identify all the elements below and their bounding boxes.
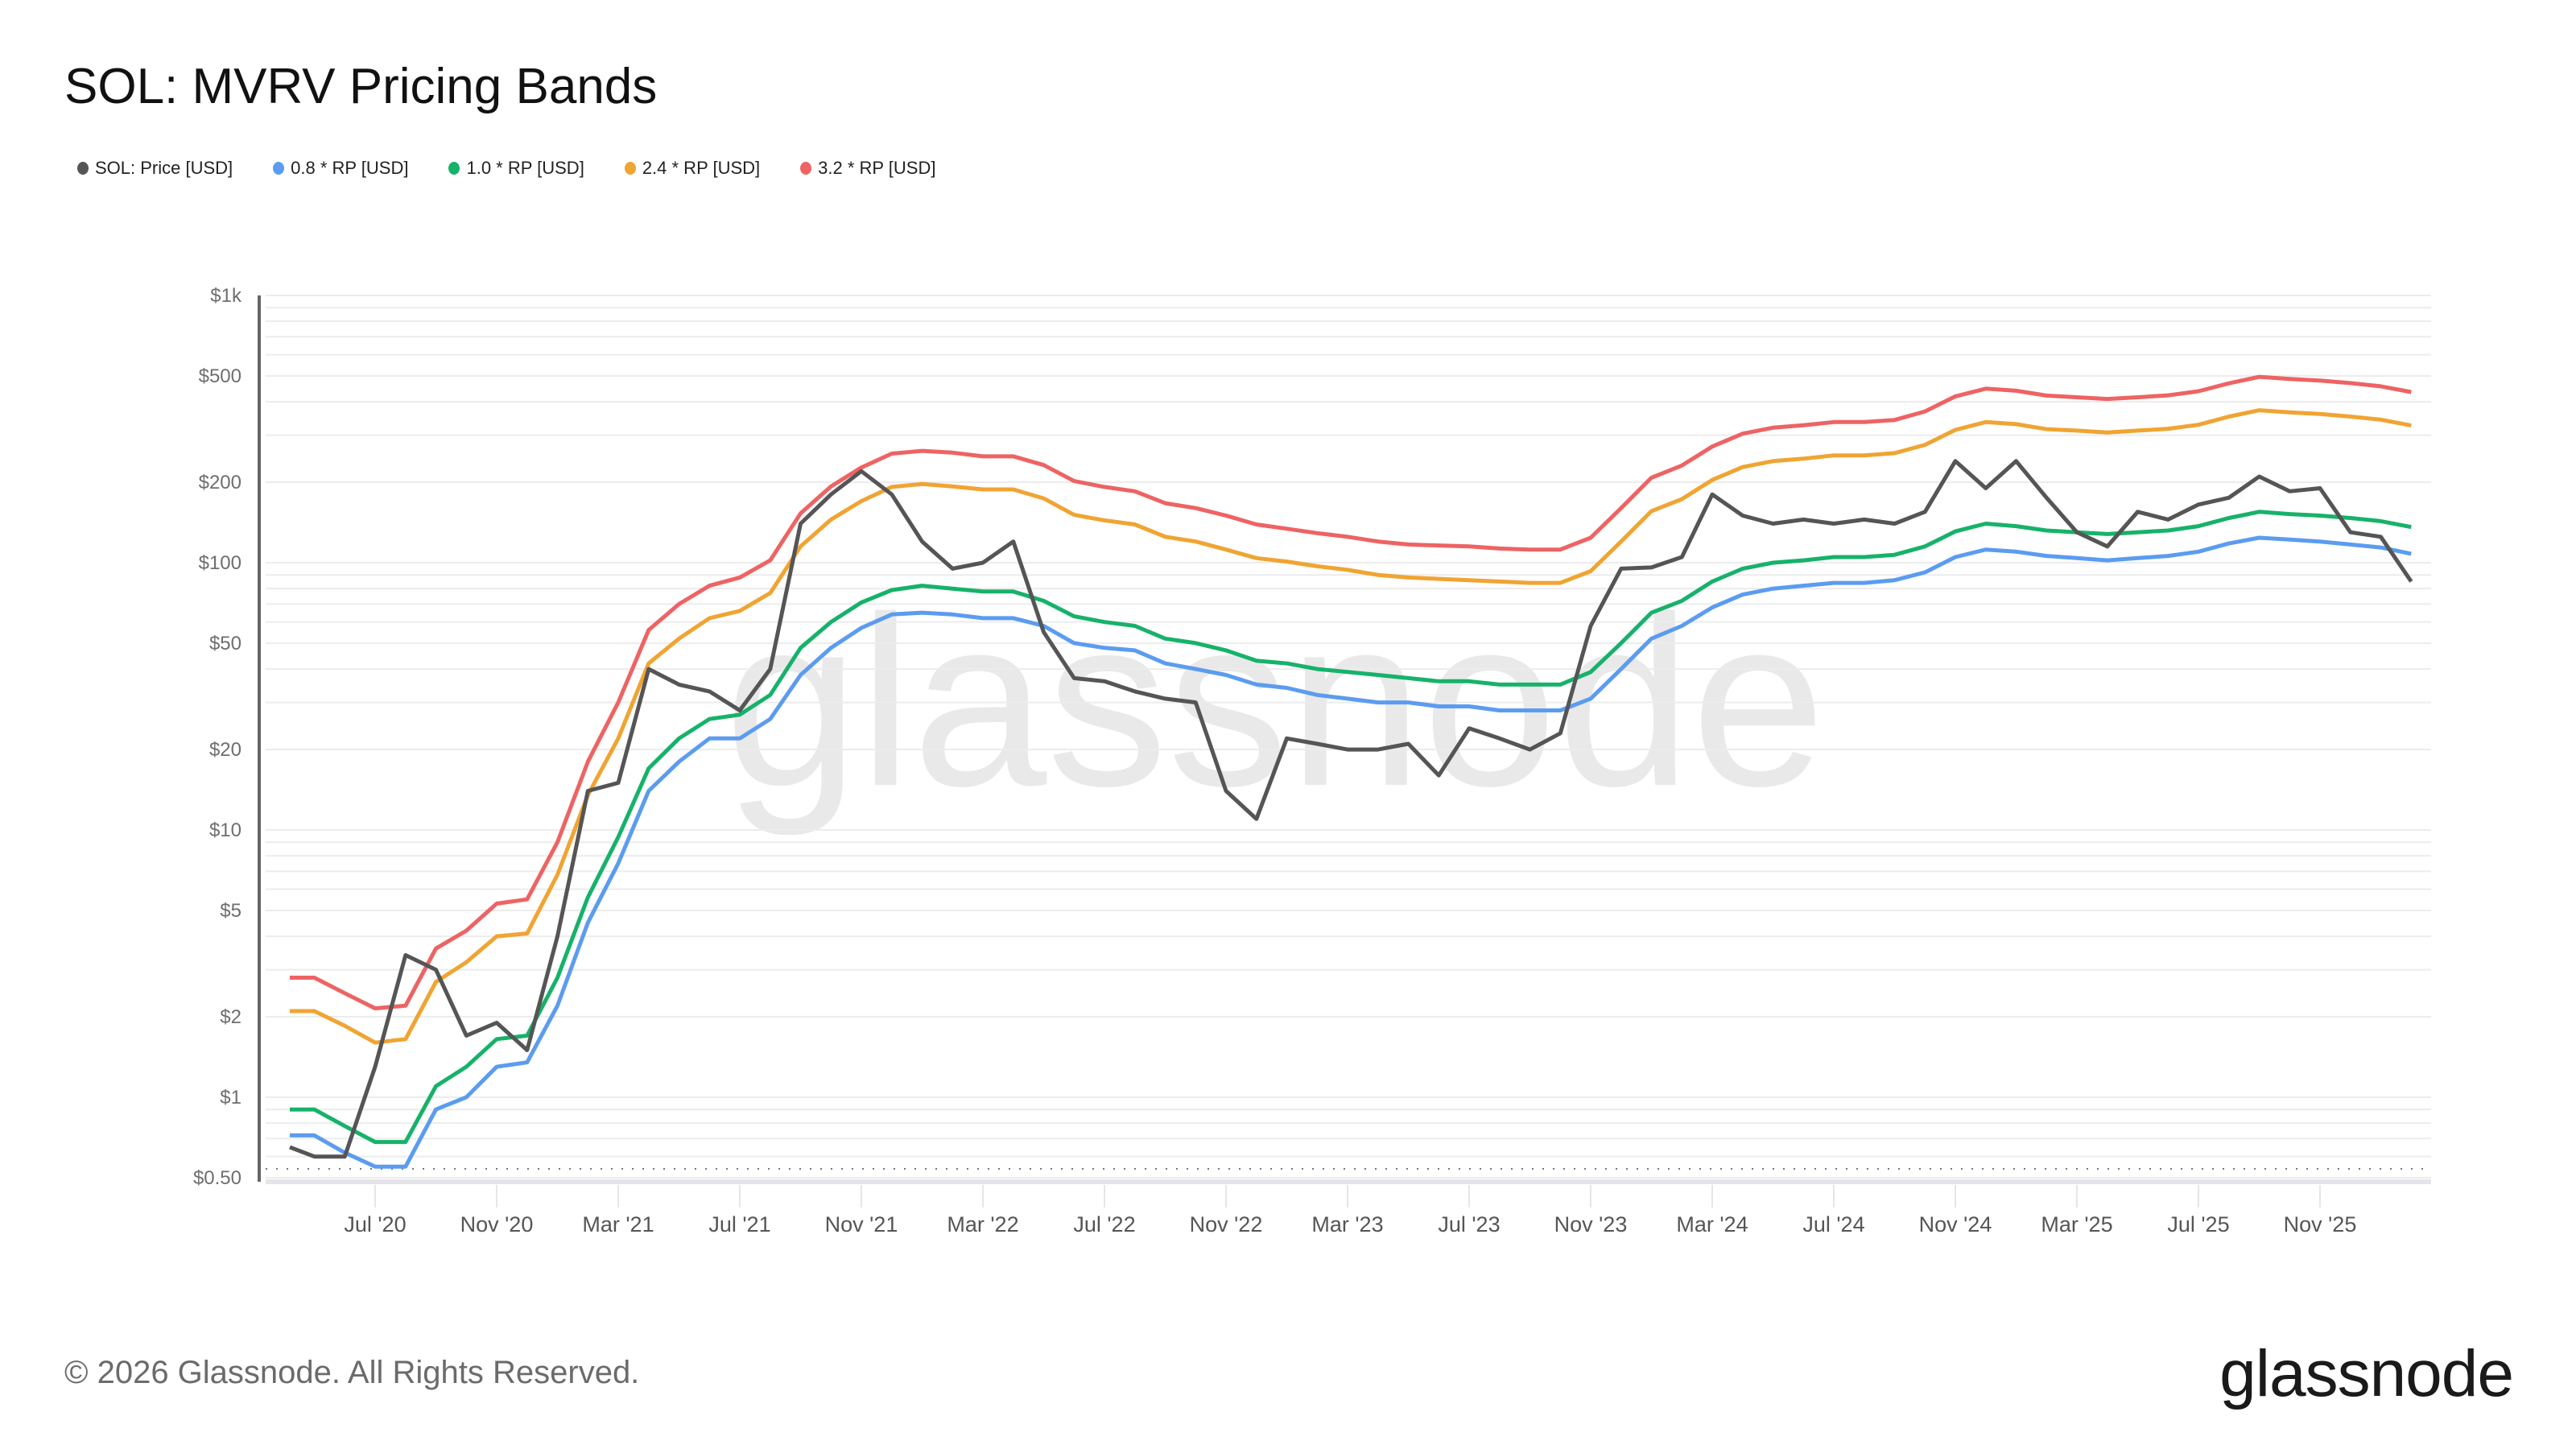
svg-text:Mar '21: Mar '21 bbox=[582, 1212, 654, 1236]
svg-text:Nov '24: Nov '24 bbox=[1919, 1212, 1992, 1236]
series-lines bbox=[289, 374, 2413, 1169]
legend-item-price[interactable]: SOL: Price [USD] bbox=[77, 158, 233, 179]
svg-text:$10: $10 bbox=[209, 819, 242, 841]
svg-text:Jul '23: Jul '23 bbox=[1438, 1212, 1500, 1236]
legend-item-1.0-rp[interactable]: 1.0 * RP [USD] bbox=[448, 158, 584, 179]
svg-text:Jul '25: Jul '25 bbox=[2167, 1212, 2229, 1236]
glassnode-logo: glassnode bbox=[2219, 1337, 2514, 1410]
legend-label: 2.4 * RP [USD] bbox=[642, 158, 761, 178]
svg-text:$50: $50 bbox=[209, 633, 242, 654]
svg-text:$200: $200 bbox=[199, 472, 242, 493]
svg-text:$0.50: $0.50 bbox=[193, 1167, 242, 1189]
svg-text:Nov '25: Nov '25 bbox=[2284, 1212, 2357, 1236]
svg-text:Mar '22: Mar '22 bbox=[947, 1212, 1018, 1236]
legend-item-2.4-rp[interactable]: 2.4 * RP [USD] bbox=[624, 158, 761, 179]
legend-label: SOL: Price [USD] bbox=[95, 158, 233, 178]
svg-text:$5: $5 bbox=[220, 900, 242, 922]
svg-text:$1: $1 bbox=[220, 1087, 242, 1108]
svg-text:$20: $20 bbox=[209, 739, 242, 761]
svg-text:Mar '25: Mar '25 bbox=[2041, 1212, 2112, 1236]
svg-text:$1k: $1k bbox=[210, 285, 242, 307]
legend-label: 1.0 * RP [USD] bbox=[466, 158, 584, 178]
svg-text:Mar '24: Mar '24 bbox=[1676, 1212, 1748, 1236]
legend-dot-icon bbox=[624, 162, 636, 175]
legend-dot-icon bbox=[77, 162, 89, 175]
svg-text:$100: $100 bbox=[199, 552, 242, 574]
y-axis: $1k $500 $200 $100 $50 $20 $10 $5 $2 $1 $0.50 bbox=[193, 285, 261, 1189]
x-axis: Jul '20 Nov '20 Mar '21 Jul '21 Nov '21 Mar '… bbox=[344, 1185, 2356, 1236]
copyright-text: © 2026 Glassnode. All Rights Reserved. bbox=[64, 1355, 640, 1390]
svg-text:Jul '21: Jul '21 bbox=[708, 1212, 770, 1236]
legend-label: 3.2 * RP [USD] bbox=[818, 158, 936, 178]
svg-text:Nov '23: Nov '23 bbox=[1554, 1212, 1628, 1236]
legend-dot-icon bbox=[800, 162, 812, 175]
svg-text:Jul '20: Jul '20 bbox=[344, 1212, 406, 1236]
svg-text:Nov '22: Nov '22 bbox=[1190, 1212, 1263, 1236]
legend-item-0.8-rp[interactable]: 0.8 * RP [USD] bbox=[273, 158, 408, 179]
legend-label: 0.8 * RP [USD] bbox=[291, 158, 409, 178]
legend-item-3.2-rp[interactable]: 3.2 * RP [USD] bbox=[800, 158, 935, 179]
svg-text:Jul '24: Jul '24 bbox=[1802, 1212, 1864, 1236]
svg-text:$2: $2 bbox=[220, 1006, 242, 1028]
svg-text:Mar '23: Mar '23 bbox=[1311, 1212, 1383, 1236]
svg-text:Jul '22: Jul '22 bbox=[1073, 1212, 1135, 1236]
legend-dot-icon bbox=[448, 162, 460, 175]
chart-legend: SOL: Price [USD] 0.8 * RP [USD] 1.0 * RP… bbox=[77, 158, 935, 179]
svg-text:Nov '21: Nov '21 bbox=[825, 1212, 898, 1236]
svg-text:Nov '20: Nov '20 bbox=[460, 1212, 534, 1236]
svg-text:$500: $500 bbox=[199, 365, 242, 387]
chart-title: SOL: MVRV Pricing Bands bbox=[64, 59, 658, 114]
legend-dot-icon bbox=[273, 162, 285, 175]
